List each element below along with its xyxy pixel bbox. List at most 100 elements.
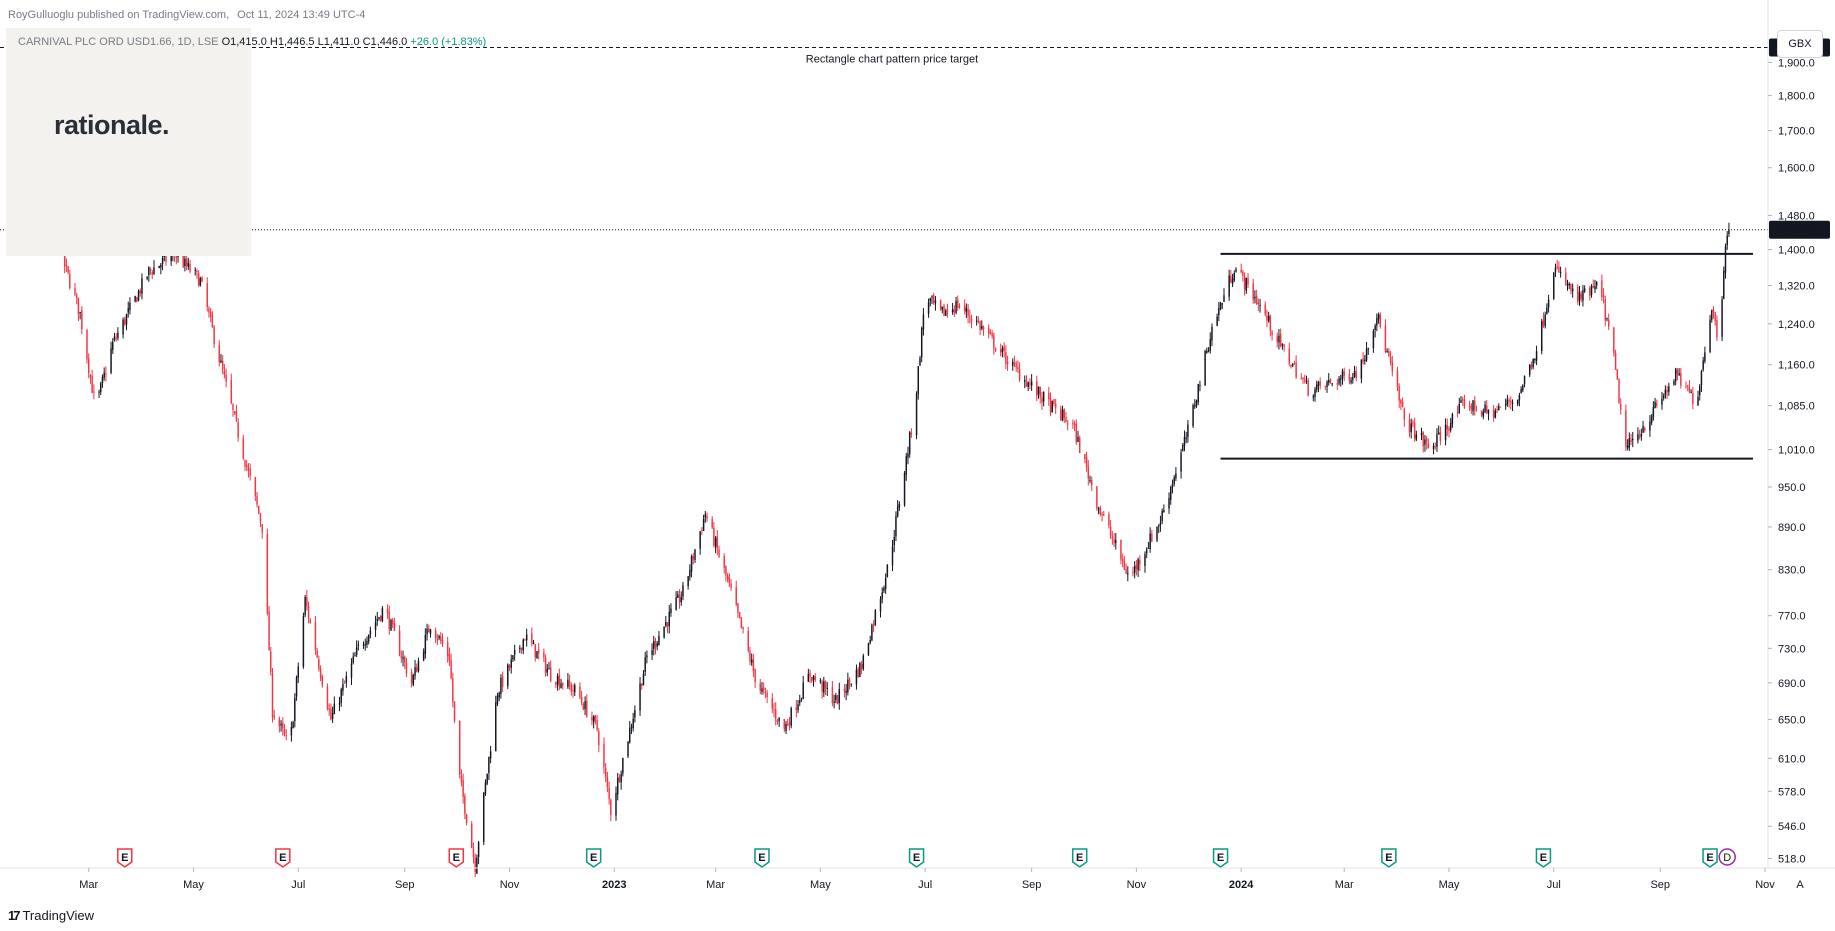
candle-body [642,673,645,686]
candle-body [1307,380,1309,396]
earnings-marker-icon[interactable]: E [754,848,770,868]
candle-body [687,576,689,586]
auto-scale-button[interactable]: A [1796,879,1804,891]
candle-body [458,720,461,775]
candle-body [1003,346,1005,351]
candle-body [388,612,391,630]
x-tick-label: Nov [500,879,520,891]
candle-body [859,663,861,677]
candle-body [230,379,233,403]
earnings-label: E [1076,852,1083,864]
candle-body [268,611,270,651]
candle-body [1353,370,1356,377]
candle-body [1175,473,1177,479]
dividend-marker-icon[interactable]: D [1718,848,1736,866]
x-tick-label: Sep [395,879,415,891]
candle-body [932,294,935,303]
candle-body [1532,358,1534,368]
candle-body [860,664,863,670]
x-tick-label: May [1439,879,1460,891]
candle-body [225,374,227,382]
earnings-marker-icon[interactable]: E [1381,848,1397,868]
candle-body [946,309,949,312]
candle-body [979,321,981,330]
candle-body [999,349,1002,353]
candle-body [486,773,488,784]
earnings-shape [754,848,770,868]
candle-body [1170,487,1172,500]
candle-body [788,722,791,726]
candle-body [666,622,669,627]
currency-button[interactable]: GBX [1777,30,1823,58]
earnings-marker-icon[interactable]: E [1702,848,1718,868]
candle-body [1711,310,1713,320]
candle-body [867,643,870,656]
y-tick-label: 1,160.0 [1778,360,1815,372]
candle-body [1484,404,1486,412]
earnings-marker-icon[interactable]: E [1071,848,1088,868]
candle-body [1183,436,1186,446]
candle-body [1041,397,1043,403]
earnings-label: E [758,852,765,864]
candle-body [1613,327,1615,354]
candle-body [412,675,415,685]
candle-body [404,656,406,663]
candle-body [1568,283,1570,286]
candle-body [1151,533,1153,542]
tradingview-footer[interactable]: 17 TradingView [8,908,94,923]
symbol-legend[interactable]: CARNIVAL PLC ORD USD1.66, 1D, LSE O1,415… [18,36,486,48]
earnings-marker-icon[interactable]: E [275,848,291,868]
candle-body [77,297,80,315]
candle-body [819,680,822,682]
candle-body [774,709,777,719]
candle-body [738,612,741,618]
candle-body [534,644,537,658]
candle-body [1135,565,1138,569]
candle-body [1192,405,1194,427]
earnings-shape [448,848,465,868]
candle-body [905,456,907,475]
candle-body [689,570,691,577]
candle-body [1661,398,1663,405]
candle-body [862,655,865,669]
earnings-marker-icon[interactable]: E [908,848,925,868]
candle-body [1716,320,1718,338]
earnings-label: E [1540,852,1547,864]
candle-body [1614,352,1617,370]
candle-body [630,726,633,728]
candle-body [232,404,234,410]
candle-body [1173,477,1175,484]
candle-body [560,683,562,688]
candle-body [1305,380,1308,382]
candle-body [855,669,858,685]
candle-body [105,373,107,375]
candle-body [790,708,792,726]
y-tick-label: 1,900.0 [1778,57,1815,69]
earnings-marker-icon[interactable]: E [1212,848,1229,868]
earnings-marker-icon[interactable]: E [1535,848,1552,868]
candle-body [1276,336,1278,342]
earnings-marker-icon[interactable]: E [585,848,602,868]
x-tick-label: Sep [1650,879,1670,891]
candle-body [1699,386,1701,396]
dividend-label: D [1723,852,1731,864]
candle-body [1556,266,1558,268]
candle-body [651,650,653,655]
candle-body [249,468,251,477]
candle-body [474,857,476,873]
candle-body [1619,404,1622,410]
candle-body [752,658,755,671]
earnings-marker-icon[interactable]: E [448,848,465,868]
drawings[interactable]: Rectangle chart pattern price target [0,47,1768,460]
candle-body [519,647,521,650]
candle-body [1566,283,1569,286]
candle-body [653,640,655,650]
earnings-label: E [121,852,128,864]
candle-body [402,657,404,660]
candle-body [735,587,737,605]
candle-body [316,650,318,658]
earnings-marker-icon[interactable]: E [117,848,133,868]
candle-body [484,782,487,794]
